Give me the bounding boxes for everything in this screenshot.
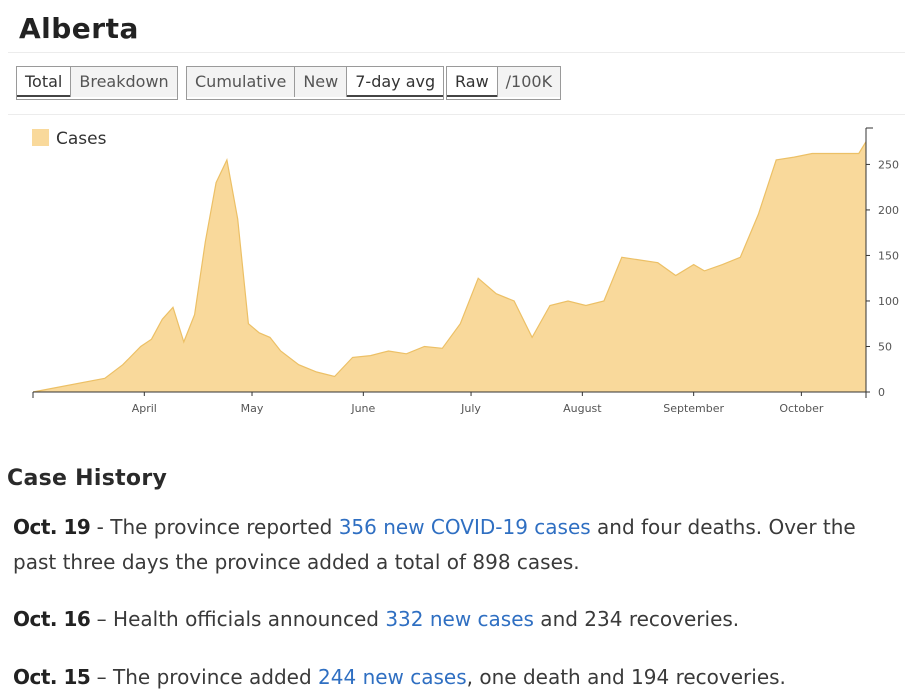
breakdown-button[interactable]: Breakdown: [71, 67, 177, 97]
cases-line: [32, 141, 867, 393]
legend-swatch: [32, 129, 49, 146]
x-tick-label: October: [779, 402, 823, 415]
entry-text: and 234 recoveries.: [533, 607, 740, 631]
y-tick-label: 150: [878, 249, 899, 262]
chart-legend: Cases: [32, 129, 107, 149]
entry-separator: –: [90, 665, 114, 689]
entry-text: The province added: [113, 665, 319, 689]
title-divider: [8, 52, 905, 53]
chart-series-layer: [32, 141, 867, 393]
history-entry: Oct. 19 - The province reported 356 new …: [13, 510, 893, 580]
view-toggle-group: Total Breakdown: [16, 66, 178, 100]
cases-area-chart: April May June July August September October 0…: [32, 127, 899, 415]
entry-date: Oct. 16: [13, 607, 91, 631]
y-tick-label: 250: [878, 158, 899, 171]
y-tick-label: 200: [878, 204, 899, 217]
total-button[interactable]: Total: [17, 67, 72, 97]
y-tick-label: 0: [878, 386, 885, 399]
y-axis: 0 50 100 150 200 250: [865, 127, 899, 399]
series-toggle-group: Cumulative New 7-day avg: [186, 66, 445, 100]
y-tick-label: 50: [878, 340, 892, 353]
new-cases-link[interactable]: 244 new cases: [318, 665, 467, 689]
y-tick-label: 100: [878, 295, 899, 308]
x-tick-label: September: [663, 402, 724, 415]
x-tick-label: August: [563, 402, 602, 415]
entry-separator: –: [90, 607, 114, 631]
entry-text: The province reported: [110, 515, 339, 539]
x-tick-label: April: [132, 402, 157, 415]
cases-area: [33, 141, 866, 392]
seven-day-avg-button[interactable]: 7-day avg: [347, 67, 444, 97]
new-cases-link[interactable]: 356 new COVID-19 cases: [338, 515, 591, 539]
entry-text: and four deaths. Over the past three day…: [13, 515, 856, 574]
page-title: Alberta: [19, 12, 139, 45]
history-entry: Oct. 15 – The province added 244 new cas…: [13, 660, 893, 695]
entry-separator: -: [90, 515, 111, 539]
x-axis: April May June July August September October: [32, 391, 867, 415]
new-cases-link[interactable]: 332 new cases: [385, 607, 534, 631]
entry-date: Oct. 15: [13, 665, 91, 689]
history-entry: Oct. 16 – Health officials announced 332…: [13, 602, 893, 637]
case-history-title: Case History: [7, 466, 168, 491]
x-tick-label: May: [241, 402, 264, 415]
entry-text: , one death and 194 recoveries.: [466, 665, 786, 689]
entry-date: Oct. 19: [13, 515, 91, 539]
cumulative-button[interactable]: Cumulative: [187, 67, 296, 97]
x-tick-label: July: [460, 402, 481, 415]
new-button[interactable]: New: [295, 67, 348, 97]
scale-toggle-group: Raw /100K: [446, 66, 562, 100]
x-tick-label: June: [350, 402, 375, 415]
per-100k-button[interactable]: /100K: [497, 67, 561, 97]
legend-label: Cases: [56, 129, 107, 149]
entry-text: Health officials announced: [113, 607, 386, 631]
raw-button[interactable]: Raw: [447, 67, 498, 97]
controls-divider: [8, 114, 905, 115]
